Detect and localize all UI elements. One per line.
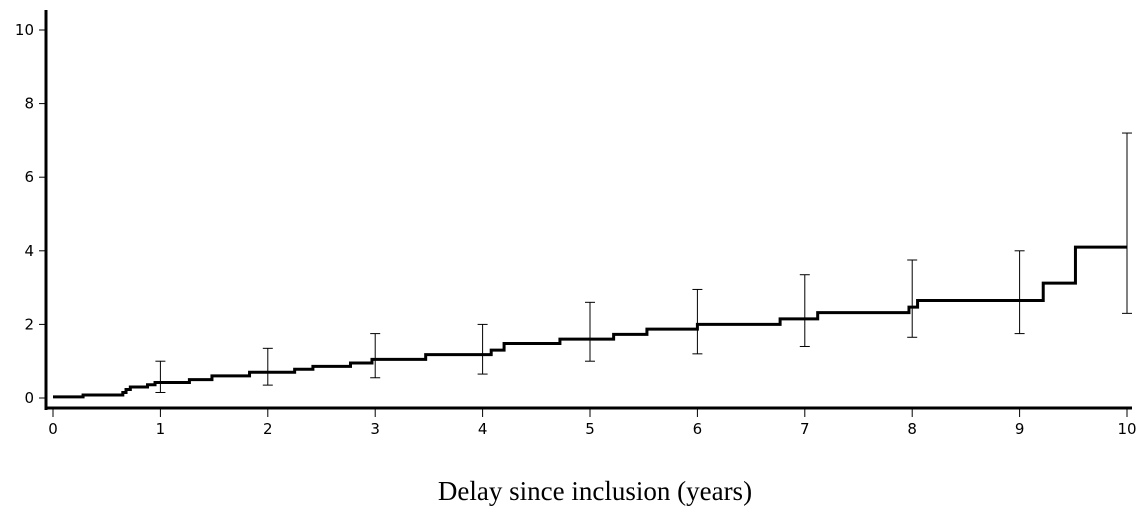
x-ticks: 0 1 2 3 4 5 6 7 8 9 10 xyxy=(48,409,1137,438)
x-tick-label: 8 xyxy=(907,420,917,438)
y-tick-label: 0 xyxy=(24,389,34,407)
y-tick-label: 2 xyxy=(24,315,34,333)
series-line xyxy=(53,245,1127,399)
error-bar xyxy=(155,360,166,393)
y-tick-label: 10 xyxy=(15,21,34,39)
error-bars xyxy=(155,132,1132,393)
error-bar xyxy=(799,274,810,347)
x-tick-label: 9 xyxy=(1015,420,1025,438)
x-tick-label: 7 xyxy=(800,420,810,438)
x-tick-label: 2 xyxy=(263,420,273,438)
x-tick-label: 0 xyxy=(48,420,58,438)
error-bar xyxy=(370,333,381,379)
error-bar xyxy=(907,259,918,338)
error-bar xyxy=(1014,250,1025,335)
error-bar xyxy=(1122,132,1132,314)
x-tick-label: 3 xyxy=(370,420,380,438)
error-bar xyxy=(262,347,273,386)
y-ticks: 0 2 4 6 8 10 xyxy=(15,21,46,407)
error-bar xyxy=(585,301,595,362)
x-tick-label: 1 xyxy=(156,420,166,438)
x-axis-title: Delay since inclusion (years) xyxy=(438,476,752,506)
x-tick-label: 6 xyxy=(693,420,703,438)
y-tick-label: 8 xyxy=(24,95,34,113)
y-tick-label: 4 xyxy=(24,242,34,260)
error-bar xyxy=(477,323,488,375)
x-tick-label: 4 xyxy=(478,420,488,438)
error-bar xyxy=(692,288,703,355)
x-tick-label: 10 xyxy=(1117,420,1136,438)
x-tick-label: 5 xyxy=(585,420,595,438)
y-tick-label: 6 xyxy=(24,168,34,186)
